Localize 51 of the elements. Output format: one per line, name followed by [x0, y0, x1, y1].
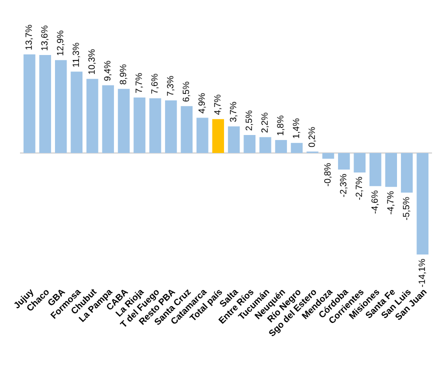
bar	[290, 142, 303, 153]
bar	[244, 134, 256, 153]
data-label: 8,9%	[120, 64, 128, 84]
data-label: -4,6%	[371, 190, 379, 214]
bar	[86, 78, 98, 153]
data-label: 3,7%	[230, 102, 238, 122]
data-label: 7,3%	[166, 76, 174, 96]
bar	[275, 140, 287, 153]
data-label: 11,3%	[72, 42, 80, 67]
bar	[102, 85, 114, 153]
bar	[259, 137, 272, 153]
bar	[228, 126, 240, 153]
data-label: -14,1%	[418, 259, 426, 287]
data-label: 12,9%	[56, 30, 64, 56]
data-label: -2,3%	[340, 174, 348, 197]
bar	[54, 60, 67, 153]
bar	[385, 152, 398, 187]
data-label: 0,2%	[308, 127, 316, 148]
data-label: -2,7%	[356, 176, 364, 200]
data-label: -0,8%	[324, 163, 332, 186]
bar	[338, 152, 350, 170]
data-label: 7,7%	[136, 73, 143, 93]
bar	[196, 118, 208, 153]
bar	[180, 106, 193, 153]
data-label: 2,2%	[261, 112, 269, 133]
data-label: 9,4%	[104, 60, 112, 81]
bar	[118, 88, 130, 153]
bar	[39, 55, 52, 153]
data-label: 4,7%	[214, 94, 222, 115]
data-label: 1,4%	[292, 118, 300, 138]
bar	[369, 152, 382, 186]
data-label: 4,9%	[198, 93, 206, 114]
data-label: 7,6%	[151, 74, 159, 94]
bar	[165, 100, 177, 153]
data-label: 1,8%	[277, 116, 285, 136]
bar	[70, 72, 83, 153]
bar	[149, 98, 162, 153]
data-label: 2,5%	[246, 110, 254, 130]
data-label: -5,5%	[402, 197, 410, 220]
bar	[322, 152, 334, 159]
bar	[134, 98, 146, 153]
bar	[212, 119, 224, 153]
data-label: 10,3%	[88, 49, 96, 74]
data-label: -4,7%	[387, 191, 395, 214]
data-label: 13,7%	[25, 24, 33, 50]
bar	[416, 152, 428, 255]
bar	[354, 152, 366, 172]
data-label: 6,5%	[182, 82, 190, 102]
bar	[24, 54, 36, 153]
data-label: 13,6%	[41, 26, 49, 50]
bar	[400, 152, 413, 193]
